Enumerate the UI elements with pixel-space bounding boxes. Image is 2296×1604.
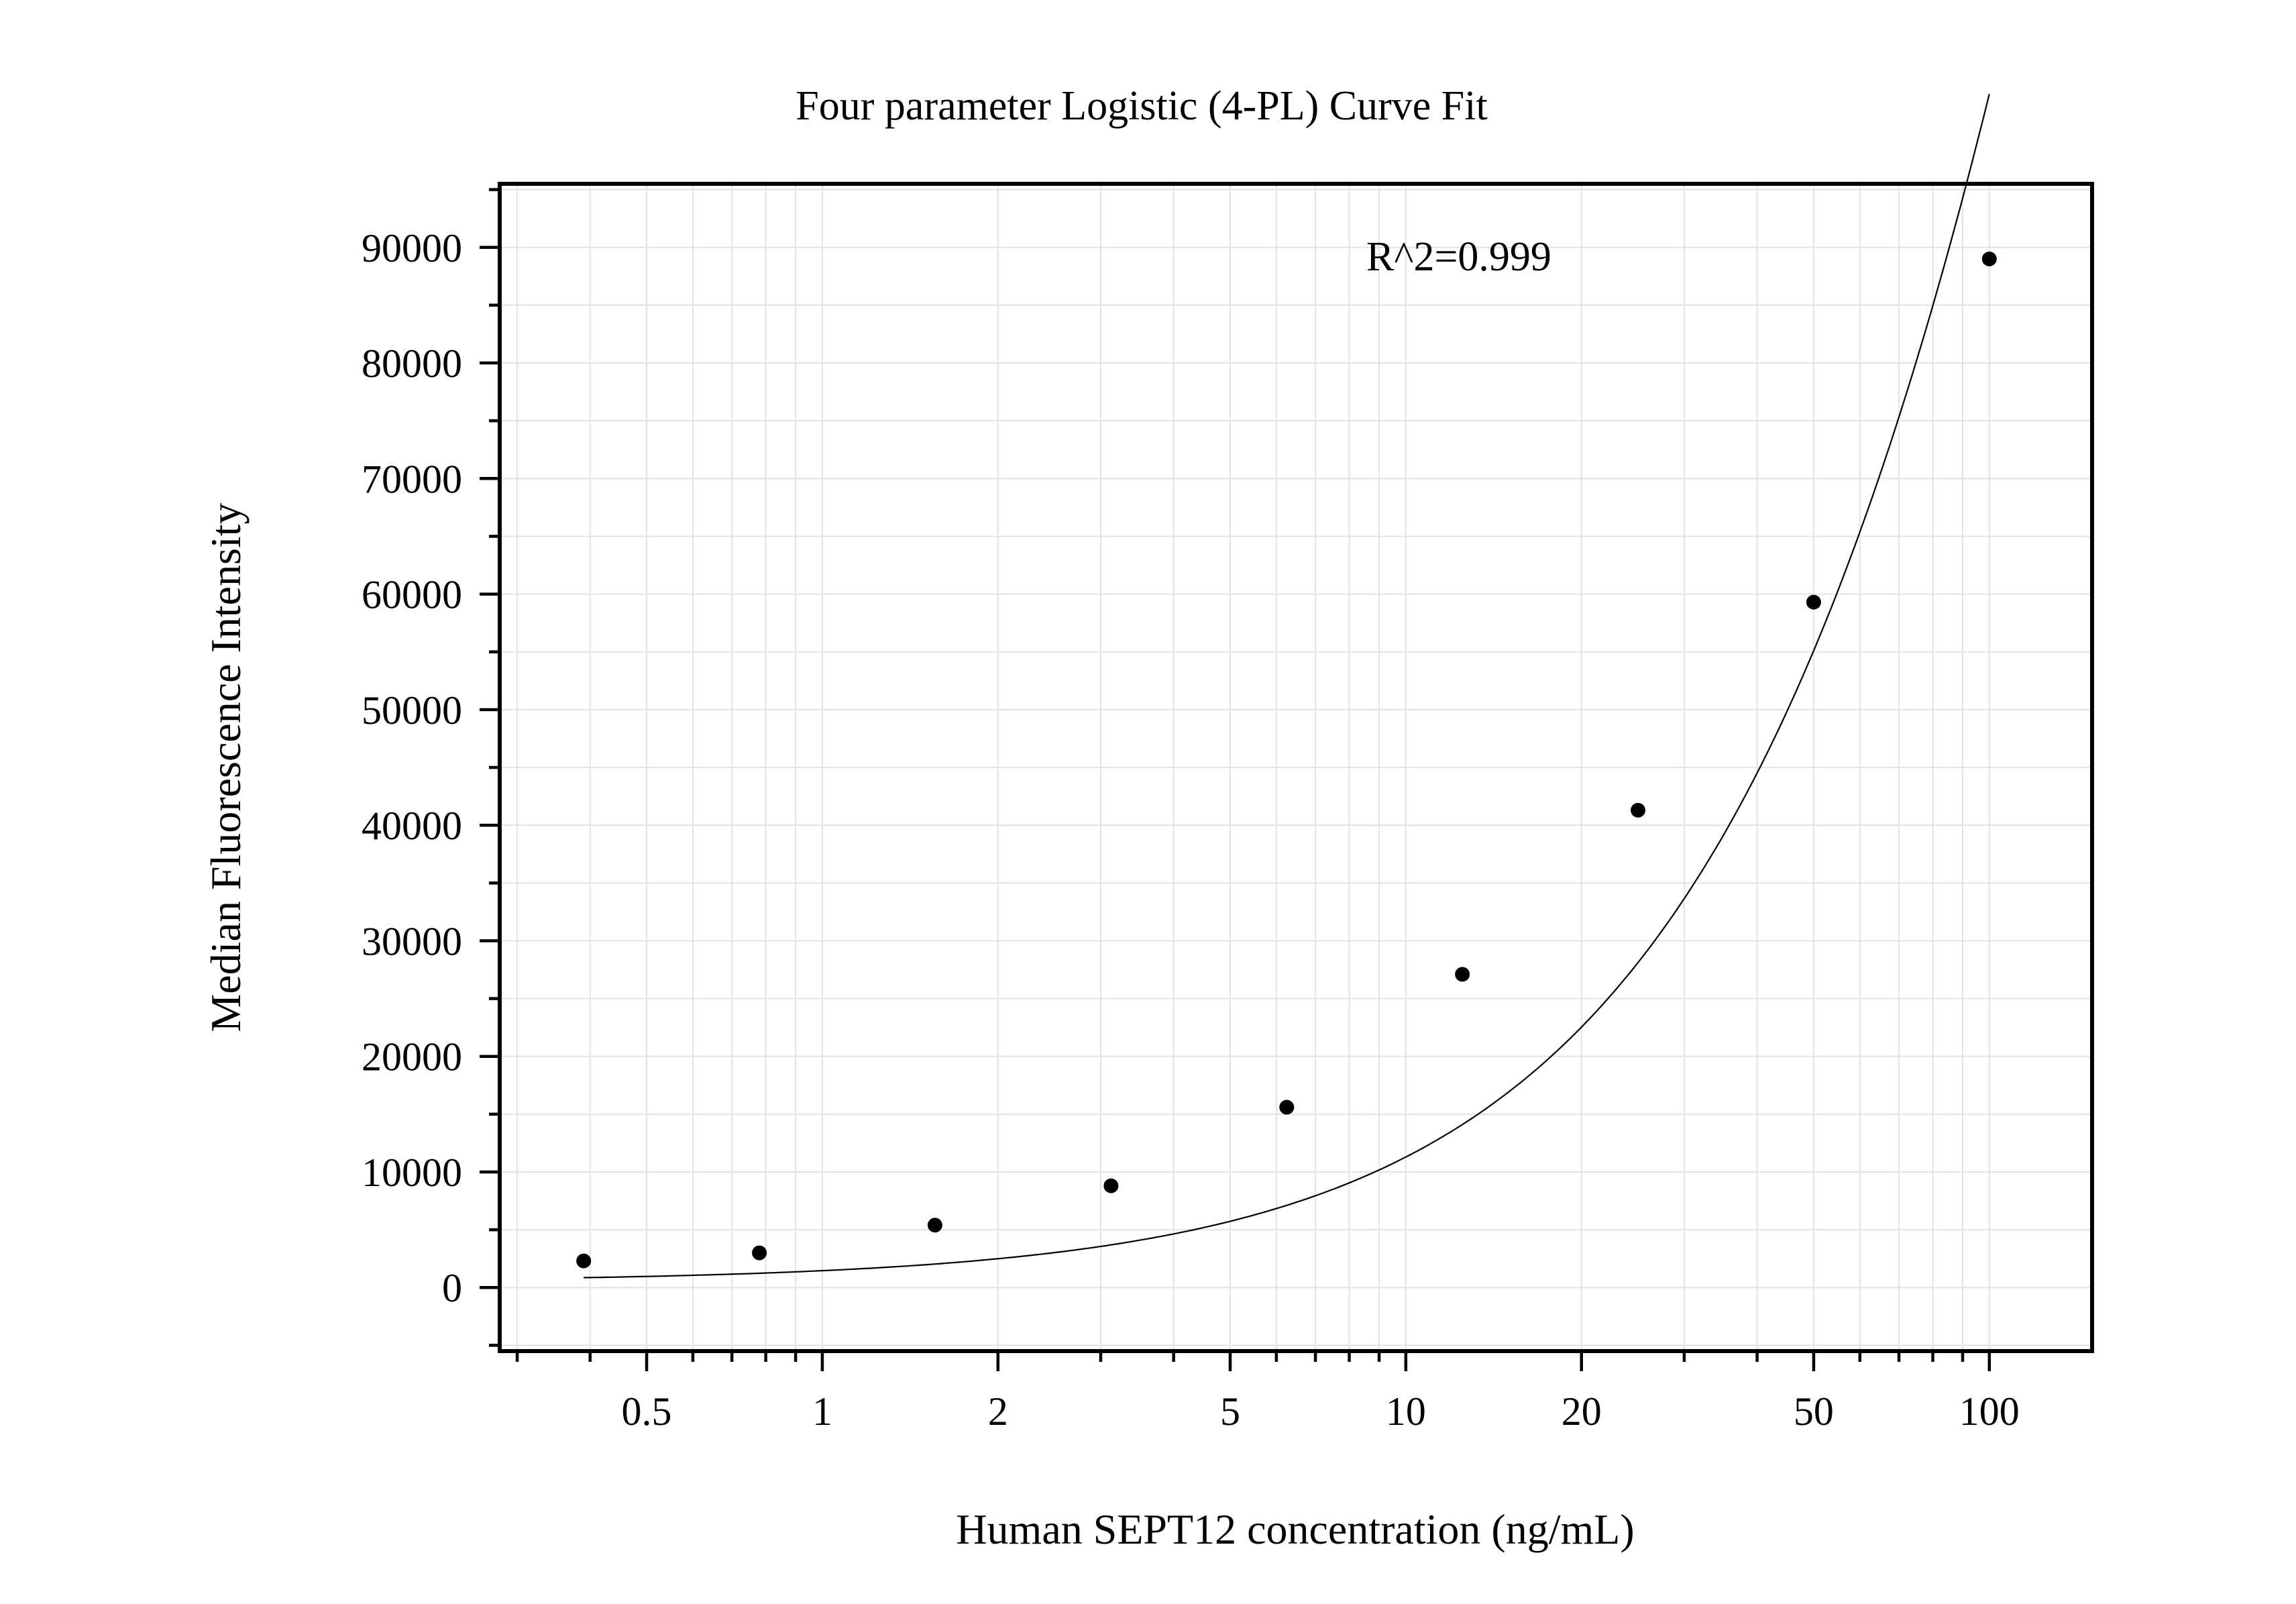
x-tick-label: 1	[812, 1389, 832, 1434]
y-tick-label: 90000	[362, 226, 462, 270]
x-tick-label: 20	[1562, 1389, 1602, 1434]
data-point	[576, 1253, 592, 1269]
fit-curve	[584, 93, 1990, 1279]
y-tick-label: 70000	[362, 457, 462, 501]
tick-labels: 0.5 1 2 5 10 20 50 100 0 10000 20000 30000 40000 5000…	[362, 226, 2020, 1434]
data-point	[1279, 1100, 1295, 1115]
data-point	[1981, 251, 1997, 266]
y-tick-label: 50000	[362, 688, 462, 733]
data-point	[927, 1218, 942, 1233]
x-axis-label: Human SEPT12 concentration (ng/mL)	[956, 1505, 1634, 1553]
x-tick-label: 100	[1959, 1389, 2020, 1434]
y-tick-label: 0	[442, 1266, 462, 1310]
y-tick-label: 40000	[362, 804, 462, 848]
grid-lines	[500, 184, 2092, 1351]
y-tick-label: 30000	[362, 919, 462, 963]
y-tick-label: 20000	[362, 1035, 462, 1079]
x-tick-label: 10	[1386, 1389, 1426, 1434]
y-axis-label: Median Fluorescence Intensity	[202, 502, 250, 1032]
data-point	[1806, 594, 1821, 610]
x-tick-label: 0.5	[622, 1389, 672, 1434]
x-tick-label: 50	[1794, 1389, 1834, 1434]
data-point	[1631, 802, 1646, 818]
data-point	[1103, 1178, 1119, 1193]
chart-title: Four parameter Logistic (4-PL) Curve Fit	[796, 83, 1487, 129]
plot-frame	[498, 182, 2094, 1353]
x-tick-label: 5	[1220, 1389, 1240, 1434]
y-tick-label: 80000	[362, 341, 462, 386]
data-point	[752, 1245, 767, 1261]
data-points	[576, 251, 1997, 1269]
data-point	[1455, 967, 1470, 982]
r-squared-annotation: R^2=0.999	[1366, 234, 1551, 280]
axis-ticks	[480, 188, 1991, 1371]
x-tick-label: 2	[988, 1389, 1008, 1434]
y-tick-label: 10000	[362, 1151, 462, 1195]
y-tick-label: 60000	[362, 573, 462, 617]
